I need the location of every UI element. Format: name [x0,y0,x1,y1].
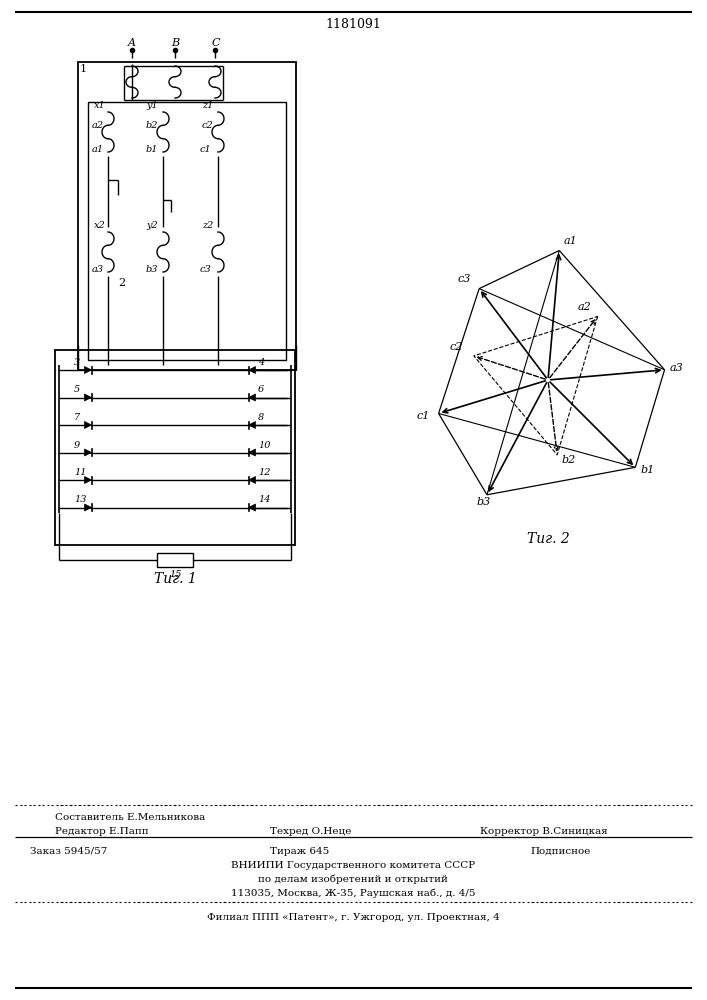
Text: Подписное: Подписное [530,847,590,856]
Polygon shape [248,422,255,428]
Text: 1: 1 [80,64,87,74]
Bar [78,62,296,370]
Text: Филиал ППП «Патент», г. Ужгород, ул. Проектная, 4: Филиал ППП «Патент», г. Ужгород, ул. Про… [206,913,499,922]
Text: Редактор Е.Папп: Редактор Е.Папп [55,827,148,836]
Text: b2: b2 [561,455,575,465]
Text: A: A [128,38,136,48]
Text: Τиг. 2: Τиг. 2 [527,532,569,546]
Text: a1: a1 [92,145,104,154]
Text: 8: 8 [258,413,264,422]
Text: a1: a1 [563,236,577,246]
Text: b3: b3 [146,265,158,274]
Text: ВНИИПИ Государственного комитета СССР: ВНИИПИ Государственного комитета СССР [231,861,475,870]
Polygon shape [85,504,91,511]
Text: b3: b3 [477,497,491,507]
Text: 7: 7 [74,413,81,422]
Text: Составитель Е.Мельникова: Составитель Е.Мельникова [55,813,205,822]
Text: Корректор В.Синицкая: Корректор В.Синицкая [480,827,608,836]
Text: c3: c3 [200,265,212,274]
Text: C: C [212,38,221,48]
Text: a3: a3 [670,363,683,373]
Text: 9: 9 [74,440,81,450]
Polygon shape [85,394,91,401]
Text: c1: c1 [416,411,430,421]
Text: a2: a2 [92,121,104,130]
Text: c1: c1 [200,145,212,154]
Text: x2: x2 [94,221,106,230]
Text: b2: b2 [146,121,158,130]
Text: 12: 12 [258,468,271,477]
Text: z1: z1 [202,101,214,110]
Text: b1: b1 [146,145,158,154]
Text: B: B [171,38,179,48]
Text: y1: y1 [146,101,158,110]
Text: 4: 4 [258,358,264,367]
Polygon shape [85,422,91,428]
Text: 14: 14 [258,495,271,504]
Bar [88,102,286,360]
Text: 15: 15 [169,570,182,579]
Text: b1: b1 [641,465,655,475]
Text: c2: c2 [202,121,214,130]
Text: 5: 5 [74,385,81,394]
Polygon shape [248,477,255,484]
Text: 11: 11 [74,468,86,477]
Text: c2: c2 [450,342,463,352]
Text: x1: x1 [94,101,106,110]
Bar [55,350,295,545]
Polygon shape [85,477,91,484]
Polygon shape [248,504,255,511]
Polygon shape [248,449,255,456]
Text: 2: 2 [118,278,125,288]
Polygon shape [85,366,91,373]
Text: 3: 3 [74,358,81,367]
Text: 113035, Москва, Ж-35, Раушская наб., д. 4/5: 113035, Москва, Ж-35, Раушская наб., д. … [230,889,475,898]
Text: 6: 6 [258,385,264,394]
Text: по делам изобретений и открытий: по делам изобретений и открытий [258,875,448,884]
Text: 10: 10 [258,440,271,450]
Text: Τиг. 1: Τиг. 1 [153,572,197,586]
Text: a2: a2 [578,302,591,312]
Text: y2: y2 [146,221,158,230]
Text: Заказ 5945/57: Заказ 5945/57 [30,847,107,856]
Text: a3: a3 [92,265,104,274]
Text: Тираж 645: Тираж 645 [270,847,329,856]
Bar [157,553,193,567]
Polygon shape [85,449,91,456]
Text: z2: z2 [202,221,214,230]
Text: 13: 13 [74,495,86,504]
Polygon shape [248,366,255,373]
Text: c3: c3 [457,274,471,284]
Text: 1181091: 1181091 [325,18,381,31]
Polygon shape [248,394,255,401]
Text: Техред О.Неце: Техред О.Неце [270,827,351,836]
